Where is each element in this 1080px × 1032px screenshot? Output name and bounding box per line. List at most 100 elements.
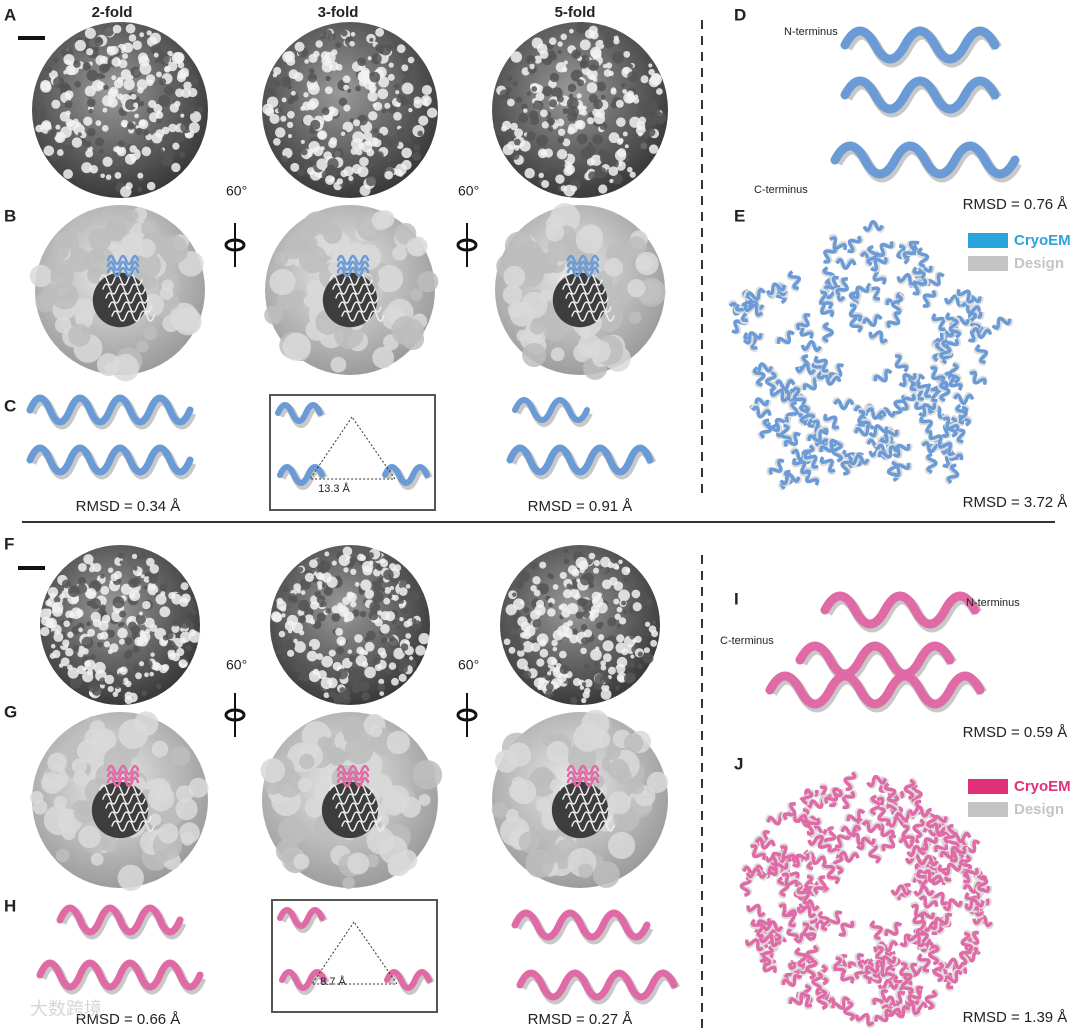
- density-blob: [579, 39, 591, 51]
- density-blob: [178, 659, 188, 669]
- density-blob: [518, 150, 524, 156]
- rmsd: RMSD = 3.72 Å: [963, 494, 1068, 511]
- density-blob: [64, 90, 74, 99]
- helix-group: [901, 392, 919, 412]
- helix: [99, 274, 143, 286]
- helix: [894, 354, 909, 373]
- density-blob: [350, 32, 356, 37]
- density-blob: [163, 136, 168, 141]
- helix: [820, 591, 980, 629]
- density-blob: [132, 250, 162, 280]
- helix: [823, 413, 840, 430]
- density-blob: [400, 607, 409, 615]
- helix-group: [932, 959, 946, 983]
- density-blob: [599, 153, 610, 164]
- density-blob: [418, 794, 431, 807]
- density-blob: [308, 97, 320, 109]
- helix: [939, 845, 960, 860]
- density-blob: [539, 561, 547, 569]
- density-blob: [48, 70, 58, 80]
- density-blob: [292, 597, 299, 604]
- helix: [102, 283, 146, 295]
- density-blob: [601, 684, 607, 691]
- rmsd: RMSD = 0.76 Å: [963, 196, 1068, 213]
- helix: [948, 362, 961, 384]
- helix-group: [823, 244, 840, 265]
- density-blob: [392, 42, 398, 48]
- density-blob: [579, 685, 585, 690]
- density-blob: [563, 548, 569, 554]
- density-blob: [549, 52, 558, 61]
- density-blob: [626, 236, 647, 257]
- density-blob: [563, 558, 570, 564]
- density-blob: [580, 637, 589, 645]
- density-blob: [47, 129, 57, 139]
- density-blob: [331, 605, 341, 614]
- density-blob: [73, 770, 88, 786]
- density-blob: [197, 106, 204, 114]
- helix: [927, 944, 940, 966]
- density-blob: [102, 836, 119, 854]
- density-blob: [324, 86, 333, 95]
- density-blob: [577, 79, 585, 87]
- density-blob: [110, 573, 119, 582]
- helix-group: [820, 321, 835, 345]
- helix-group: [743, 303, 765, 319]
- density-blob: [354, 582, 360, 587]
- rotation-label: 60°: [458, 183, 479, 199]
- density-blob: [172, 142, 180, 150]
- density-blob: [128, 34, 137, 42]
- density-blob: [417, 271, 439, 293]
- density-blob: [559, 664, 570, 675]
- density-blob: [93, 661, 106, 674]
- helix: [922, 869, 943, 883]
- helix-group: [745, 867, 769, 881]
- density-blob: [393, 111, 402, 121]
- helix-group: [898, 959, 914, 982]
- helix-group: [868, 841, 883, 865]
- density-blob: [281, 655, 287, 661]
- helix: [341, 310, 385, 322]
- helix: [944, 294, 965, 307]
- density-blob: [566, 97, 579, 110]
- density-blob: [379, 691, 385, 697]
- density-blob: [63, 70, 68, 75]
- density-blob: [387, 594, 393, 600]
- density-blob: [501, 125, 508, 132]
- density-blob: [103, 25, 115, 37]
- density-blob: [298, 244, 328, 274]
- density-blob: [281, 97, 287, 103]
- helix-group: [903, 777, 918, 800]
- helix: [787, 270, 802, 290]
- helix-group: [912, 817, 928, 840]
- helix: [907, 985, 924, 1003]
- density-blob: [648, 144, 659, 154]
- density-blob: [407, 56, 415, 64]
- density-blob: [580, 624, 588, 631]
- helix-group: [801, 788, 816, 811]
- helix-group: [915, 247, 930, 270]
- density-blob: [179, 151, 186, 158]
- density-blob: [149, 671, 154, 677]
- density-blob: [129, 589, 141, 602]
- density-blob: [55, 124, 61, 130]
- density-blob: [179, 617, 191, 629]
- helix-group: [927, 942, 942, 966]
- helix: [571, 820, 615, 832]
- density-blob: [86, 600, 92, 606]
- helix: [794, 362, 816, 375]
- helix-group: [912, 277, 930, 296]
- helix-group: [822, 413, 841, 432]
- density-blob: [63, 144, 74, 156]
- helix: [106, 260, 140, 272]
- density-blob: [281, 585, 289, 593]
- density-blob: [340, 29, 348, 37]
- density-blob: [557, 128, 566, 136]
- density-blob: [335, 627, 344, 636]
- density-blob: [635, 251, 659, 276]
- helix-group: [929, 916, 951, 932]
- helix: [861, 820, 882, 834]
- density-blob: [384, 586, 392, 594]
- density-blob: [155, 147, 164, 156]
- helix: [939, 380, 951, 403]
